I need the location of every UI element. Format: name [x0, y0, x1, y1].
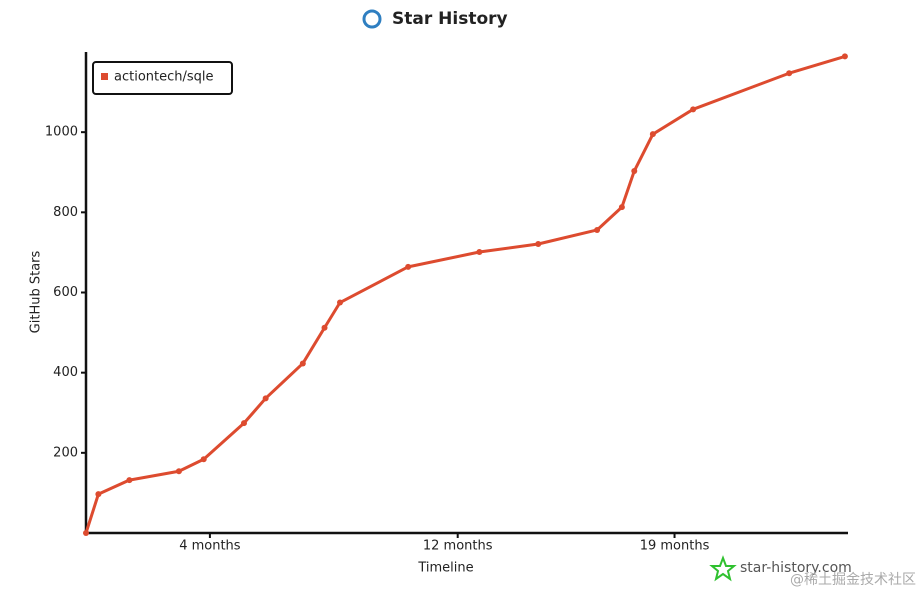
x-tick-label: 12 months: [423, 539, 493, 554]
series-line: [84, 54, 846, 534]
y-tick-label: 600: [53, 285, 78, 300]
data-point: [262, 395, 269, 402]
data-point: [841, 53, 848, 60]
data-point: [337, 299, 343, 306]
data-point: [175, 468, 182, 475]
data-point: [535, 240, 542, 247]
data-point: [405, 263, 412, 270]
data-point: [321, 324, 328, 331]
x-tick-label: 19 months: [640, 539, 710, 554]
legend-box: [92, 61, 233, 95]
data-point: [786, 70, 793, 77]
data-point: [690, 106, 697, 113]
x-tick-label: 4 months: [179, 539, 241, 554]
data-point: [126, 477, 133, 484]
y-tick-label: 400: [53, 365, 78, 380]
logo: [362, 9, 382, 29]
data-point: [594, 226, 601, 233]
data-point: [299, 360, 306, 367]
data-point: [83, 530, 89, 536]
legend-swatch: [101, 73, 108, 80]
data-point: [476, 249, 483, 256]
data-point: [631, 168, 638, 175]
y-tick-label: 200: [53, 445, 78, 460]
data-point: [649, 131, 656, 138]
y-axis-label: GitHub Stars: [29, 250, 44, 333]
data-point: [618, 204, 625, 211]
legend: actiontech/sqle: [92, 61, 233, 95]
x-axis-label: Timeline: [417, 561, 473, 576]
legend-label: actiontech/sqle: [114, 70, 214, 85]
chart-title: Star History: [392, 9, 508, 29]
watermark-icon: [709, 555, 737, 582]
watermark: star-history.com: [740, 560, 852, 576]
data-point: [95, 491, 102, 498]
site-watermark: @稀土掘金技术社区: [790, 572, 916, 588]
data-point: [200, 456, 207, 463]
y-tick-label: 1000: [45, 125, 78, 140]
y-tick-label: 800: [53, 205, 78, 220]
data-point: [240, 420, 247, 427]
